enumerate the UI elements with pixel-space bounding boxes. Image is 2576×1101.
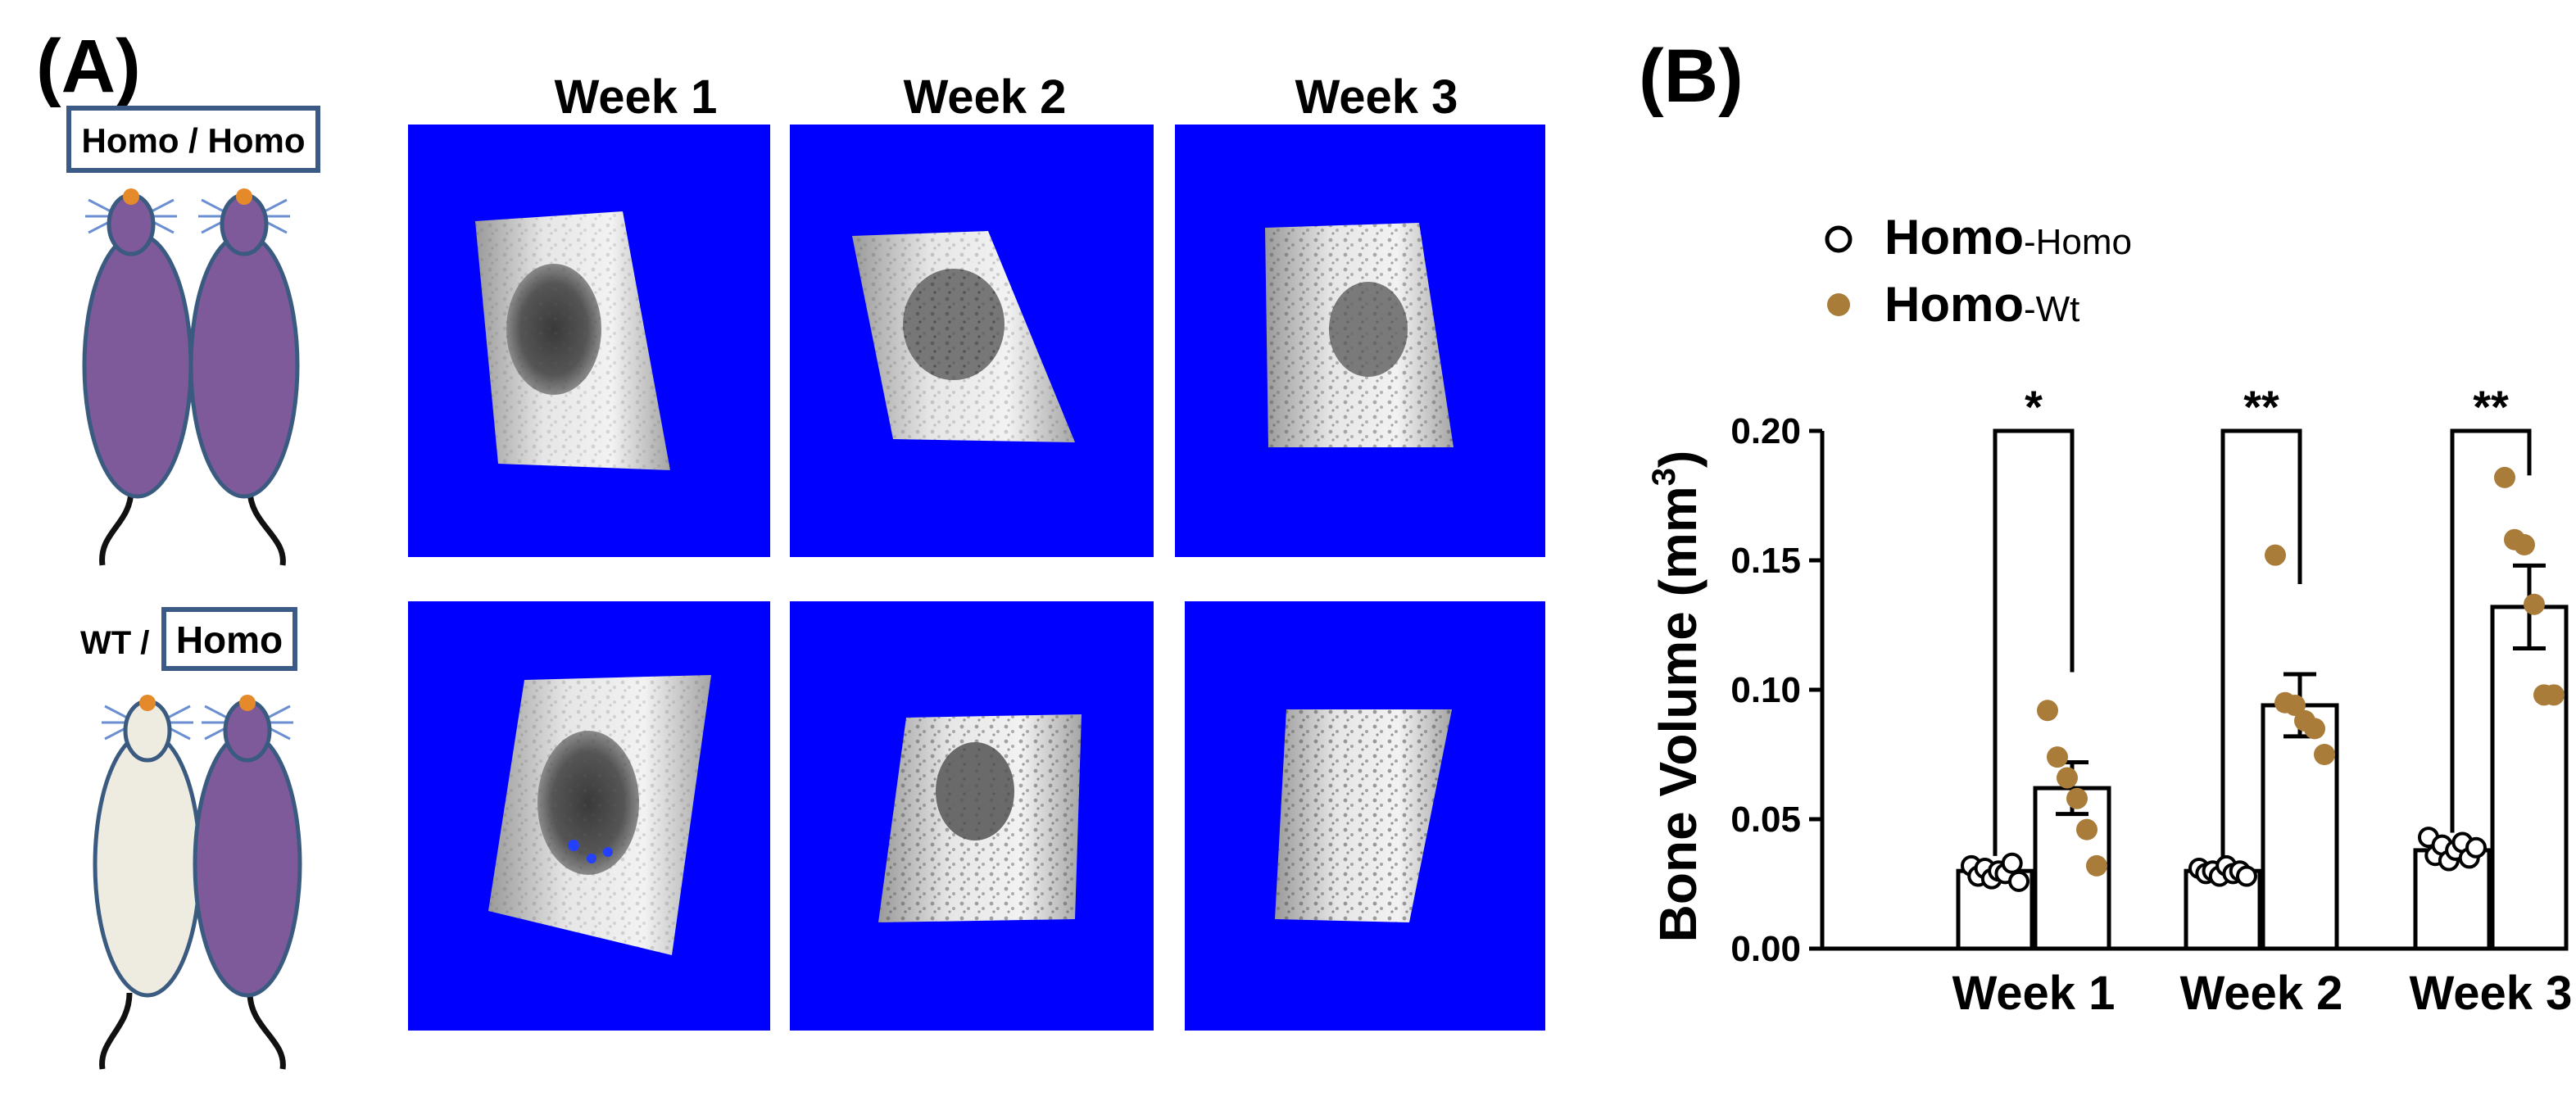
data-point <box>2543 684 2565 706</box>
ct-image-wt-week-3 <box>1185 601 1545 1031</box>
week-header-1: Week 1 <box>555 70 718 124</box>
mouse-pair-wt-homo <box>93 695 302 1070</box>
pair-bottom-label: WT / Homo <box>80 607 297 671</box>
pair-top-label: Homo / Homo <box>66 106 320 173</box>
ct-image-wt-week-2 <box>790 601 1154 1031</box>
bar <box>2490 605 2569 951</box>
panel-a-label: (A) <box>36 25 141 108</box>
ct-image-wt-week-1 <box>408 601 770 1031</box>
bar-chart: 0.00 0.05 0.10 0.15 0.20 * Week 1 ** Week 2 ** Wee… <box>1730 381 2572 1020</box>
data-point <box>2236 865 2257 887</box>
legend: Homo-Homo Homo-Wt <box>1825 210 2132 332</box>
y-tick-label: 0.20 <box>1730 411 1801 451</box>
legend-marker-homo-wt <box>1827 293 1850 316</box>
ct-image-homo-week-3 <box>1175 125 1545 557</box>
data-point <box>2086 854 2107 877</box>
svg-text:Homo / Homo: Homo / Homo <box>82 121 306 160</box>
svg-text:WT /: WT / <box>80 625 149 661</box>
data-point <box>2057 767 2078 789</box>
y-tick-label: 0.05 <box>1730 800 1801 840</box>
data-point <box>2284 694 2306 716</box>
significance-label: * <box>2025 381 2043 433</box>
significance-bracket <box>1993 428 2075 856</box>
mouse-pair-homo-homo <box>82 188 300 566</box>
y-tick-label: 0.15 <box>1730 541 1801 581</box>
significance-bracket <box>2220 428 2302 859</box>
ct-image-homo-week-2 <box>790 125 1154 557</box>
significance-label: ** <box>2243 381 2279 433</box>
panel-b-label: (B) <box>1639 34 1744 118</box>
legend-label-homo-homo: Homo-Homo <box>1884 210 2132 265</box>
data-point <box>2465 836 2487 859</box>
week-header-3: Week 3 <box>1295 70 1458 124</box>
significance-label: ** <box>2473 381 2509 433</box>
data-point <box>2076 818 2098 840</box>
data-point <box>2304 718 2325 740</box>
x-category-label: Week 1 <box>1952 967 2116 1020</box>
data-point <box>2524 593 2545 615</box>
ct-image-homo-week-1 <box>408 125 770 557</box>
data-point <box>2037 700 2058 722</box>
data-point <box>2047 746 2068 768</box>
legend-marker-homo-homo <box>1825 225 1853 253</box>
bar <box>2261 703 2339 951</box>
data-point <box>2514 534 2535 556</box>
data-point <box>2494 466 2515 488</box>
x-category-label: Week 3 <box>2410 967 2573 1020</box>
significance-bracket <box>2450 428 2532 833</box>
data-point <box>2265 544 2286 566</box>
week-header-2: Week 2 <box>904 70 1067 124</box>
y-tick-label: 0.00 <box>1730 929 1801 969</box>
data-point <box>2008 870 2030 892</box>
data-point <box>2001 852 2023 874</box>
y-tick-label: 0.10 <box>1730 670 1801 710</box>
legend-label-homo-wt: Homo-Wt <box>1884 277 2079 332</box>
data-point <box>2066 787 2088 809</box>
data-point <box>2314 744 2335 765</box>
x-category-label: Week 2 <box>2180 967 2343 1020</box>
y-axis-title: Bone Volume (mm3) <box>1646 451 1708 943</box>
svg-text:Homo: Homo <box>176 618 283 661</box>
